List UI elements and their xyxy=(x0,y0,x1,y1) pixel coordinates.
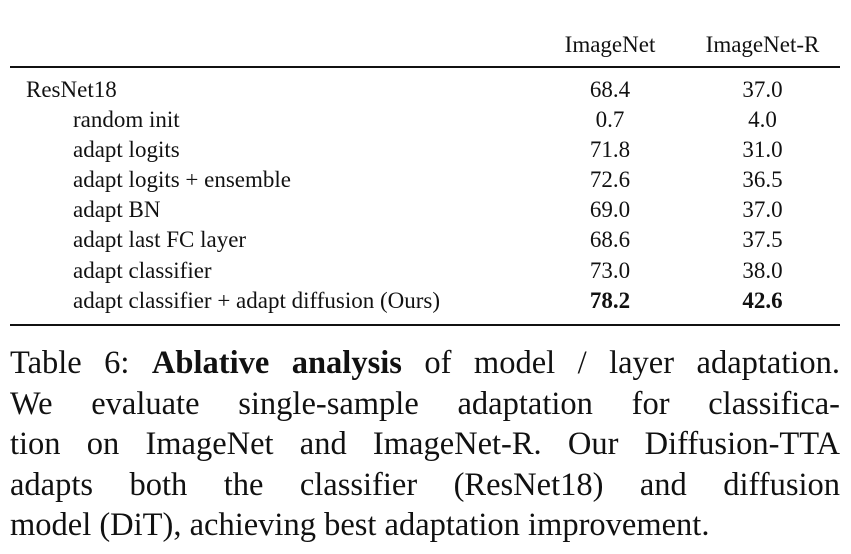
row-label: adapt logits + ensemble xyxy=(73,167,292,193)
imagenet-value: 68.6 xyxy=(589,227,631,253)
caption-line: model (DiT), achieving best adaptation i… xyxy=(10,507,710,543)
imagenet-r-value: 37.5 xyxy=(742,227,783,253)
header-imagenet-r: ImageNet-R xyxy=(705,32,820,57)
table-row: adapt last FC layer 68.6 37.5 xyxy=(10,225,840,255)
bottom-rule xyxy=(10,324,840,326)
header-rule xyxy=(10,66,840,68)
caption-line: adapts both the classifier (ResNet18) an… xyxy=(10,466,840,503)
caption-text: of model / layer adaptation. xyxy=(424,345,841,381)
imagenet-value: 71.8 xyxy=(589,136,631,162)
imagenet-value: 69.0 xyxy=(589,197,631,223)
imagenet-value: 78.2 xyxy=(589,287,631,313)
imagenet-r-value: 38.0 xyxy=(742,257,783,283)
table-caption: Table 6: Ablative analysis of model / la… xyxy=(10,343,840,546)
row-label: random init xyxy=(73,106,180,132)
table-header: ImageNet ImageNet-R xyxy=(10,28,840,66)
imagenet-value: 68.4 xyxy=(589,76,631,102)
table-row: adapt logits 71.8 31.0 xyxy=(10,135,840,165)
imagenet-r-value: 37.0 xyxy=(742,197,783,223)
imagenet-r-value: 37.0 xyxy=(742,76,783,102)
imagenet-value: 72.6 xyxy=(589,167,631,193)
table-row: adapt classifier 73.0 38.0 xyxy=(10,256,840,286)
row-label: ResNet18 xyxy=(26,76,117,102)
table-row: ResNet18 68.4 37.0 xyxy=(10,75,840,105)
table-row: random init 0.7 4.0 xyxy=(10,105,840,135)
caption-label: Table 6: xyxy=(10,345,130,381)
row-label: adapt classifier + adapt diffusion (Ours… xyxy=(73,287,441,313)
row-label: adapt logits xyxy=(73,136,180,162)
row-label: adapt BN xyxy=(73,197,161,223)
row-label: adapt classifier xyxy=(73,257,212,283)
caption-bold: Ablative analysis xyxy=(151,345,402,381)
imagenet-r-value: 42.6 xyxy=(742,287,783,313)
header-imagenet: ImageNet xyxy=(564,32,656,57)
table-row: adapt logits + ensemble 72.6 36.5 xyxy=(10,165,840,195)
imagenet-value: 73.0 xyxy=(589,257,631,283)
caption-line: We evaluate single-sample adaptation for… xyxy=(10,385,840,422)
imagenet-r-value: 36.5 xyxy=(742,167,783,193)
table-row: adapt BN 69.0 37.0 xyxy=(10,195,840,225)
results-table: ImageNet ImageNet-R ResNet18 68.4 37.0 r… xyxy=(10,28,840,326)
imagenet-value: 0.7 xyxy=(595,106,625,132)
caption-line: Table 6: Ablative analysis of model / la… xyxy=(10,343,840,384)
table-row: adapt classifier + adapt diffusion (Ours… xyxy=(10,286,840,316)
imagenet-r-value: 4.0 xyxy=(748,106,777,132)
row-label: adapt last FC layer xyxy=(73,227,247,253)
table-body: ResNet18 68.4 37.0 random init 0.7 4.0 a… xyxy=(10,68,840,325)
imagenet-r-value: 31.0 xyxy=(742,136,783,162)
caption-line: tion on ImageNet and ImageNet-R. Our Dif… xyxy=(10,426,840,462)
